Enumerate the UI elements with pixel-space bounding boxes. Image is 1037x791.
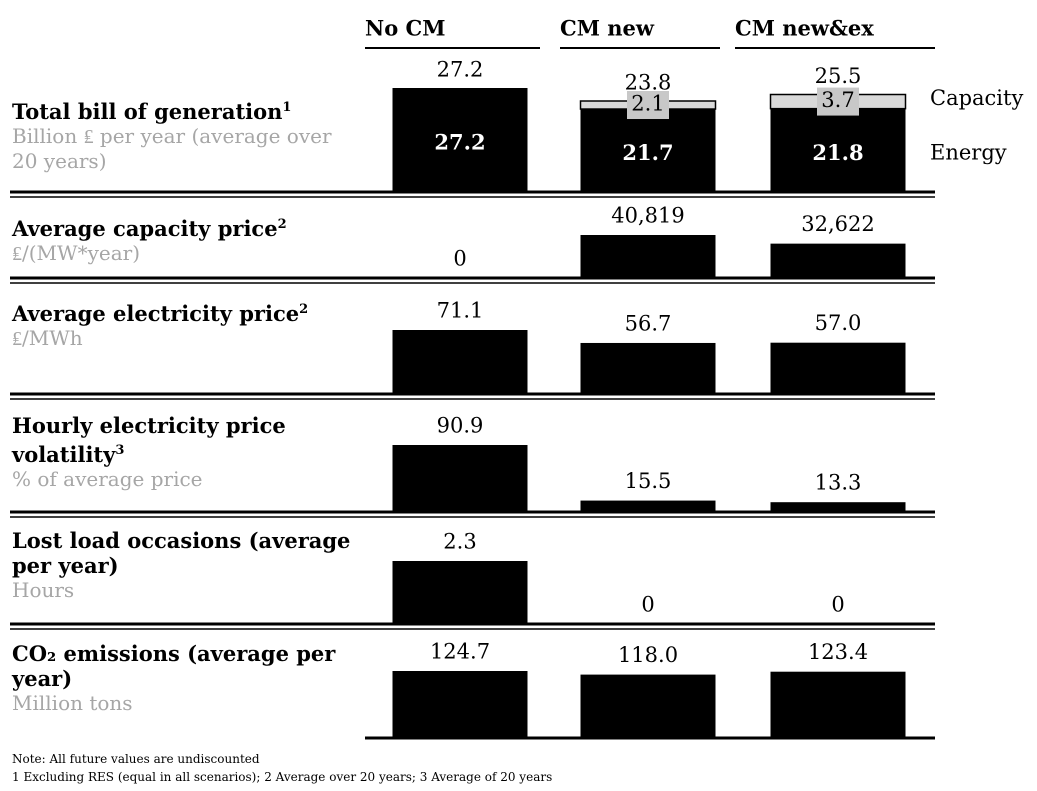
row-title: Hourly electricity price volatility3: [12, 413, 357, 467]
footnote-ref: 3: [115, 443, 125, 458]
series-name: Capacity: [930, 86, 1023, 110]
row-title-text: CO₂ emissions (average per year): [12, 641, 336, 691]
value-label: 118.0: [618, 643, 678, 667]
bar-segment: [770, 108, 906, 192]
value-label: 0: [641, 593, 654, 617]
footnote-ref: 2: [299, 302, 309, 317]
total-label: 25.5: [815, 64, 862, 88]
value-label: 71.1: [437, 299, 484, 323]
row-label: CO₂ emissions (average per year) Million …: [12, 641, 357, 716]
segment-label: 27.2: [434, 130, 485, 155]
bar: [580, 342, 716, 394]
bar: [770, 671, 906, 738]
row-title-text: Average electricity price: [12, 301, 300, 326]
footnote: Note: All future values are undiscounted: [12, 752, 260, 766]
column-header: No CM: [365, 16, 445, 41]
footnote-ref: 1: [282, 100, 292, 115]
value-label: 56.7: [625, 311, 672, 335]
total-label: 23.8: [625, 71, 672, 95]
value-label: 57.0: [815, 311, 862, 335]
bar: [580, 500, 716, 512]
segment-label-box: [627, 91, 669, 120]
row-subtitle: Million tons: [12, 691, 133, 715]
value-label: 90.9: [437, 414, 484, 438]
row-subtitle: ₤/MWh: [12, 326, 83, 350]
row-title: Average capacity price2: [12, 212, 357, 241]
value-label: 124.7: [430, 640, 490, 664]
value-label: 123.4: [808, 640, 868, 664]
segment-label: 2.1: [631, 92, 664, 116]
row-subtitle: ₤/(MW*year): [12, 241, 140, 265]
row-title-text: Average capacity price: [12, 216, 278, 241]
row-label: Average capacity price2 ₤/(MW*year): [12, 212, 357, 266]
footnote-ref: 2: [277, 217, 287, 232]
value-label: 32,622: [801, 212, 874, 236]
value-label: 0: [831, 593, 844, 617]
row-subtitle: Billion ₤ per year (average over 20 year…: [12, 124, 332, 173]
row-label: Average electricity price2 ₤/MWh: [12, 297, 357, 351]
series-name: Energy: [930, 141, 1007, 165]
bar-segment: [580, 109, 716, 192]
row-label: Hourly electricity price volatility3% of…: [12, 413, 357, 492]
row-title: Average electricity price2: [12, 297, 357, 326]
row-subtitle: % of average price: [12, 467, 203, 491]
total-label: 27.2: [437, 58, 484, 82]
column-header: CM new&ex: [735, 16, 874, 41]
row-subtitle: Hours: [12, 578, 75, 602]
segment-label: 3.7: [821, 88, 854, 112]
row-title-text: Hourly electricity price volatility: [12, 413, 286, 467]
value-label: 2.3: [443, 530, 476, 554]
bar: [392, 561, 528, 624]
value-label: 40,819: [611, 204, 684, 228]
bar: [392, 671, 528, 738]
bar-segment: [392, 88, 528, 192]
bar: [392, 445, 528, 512]
value-label: 13.3: [815, 471, 862, 495]
value-label: 15.5: [625, 469, 672, 493]
bar: [580, 235, 716, 278]
segment-label: 21.7: [622, 140, 673, 165]
row-title: Lost load occasions (average per year): [12, 528, 357, 578]
value-label: 0: [453, 247, 466, 271]
bar: [770, 502, 906, 512]
row-title: CO₂ emissions (average per year): [12, 641, 357, 691]
row-title-text: Total bill of generation: [12, 99, 283, 124]
segment-label: 21.8: [812, 140, 863, 165]
row-label: Total bill of generation1 Billion ₤ per y…: [12, 95, 357, 174]
segment-label-box: [817, 87, 859, 116]
row-title: Total bill of generation1: [12, 95, 357, 124]
row-label: Lost load occasions (average per year) Ho…: [12, 528, 357, 603]
bar: [770, 342, 906, 394]
row-title-text: Lost load occasions (average per year): [12, 528, 351, 578]
column-header: CM new: [560, 16, 655, 41]
bar: [392, 330, 528, 394]
bar: [580, 674, 716, 738]
bar: [770, 243, 906, 278]
footnote: 1 Excluding RES (equal in all scenarios)…: [12, 770, 553, 784]
